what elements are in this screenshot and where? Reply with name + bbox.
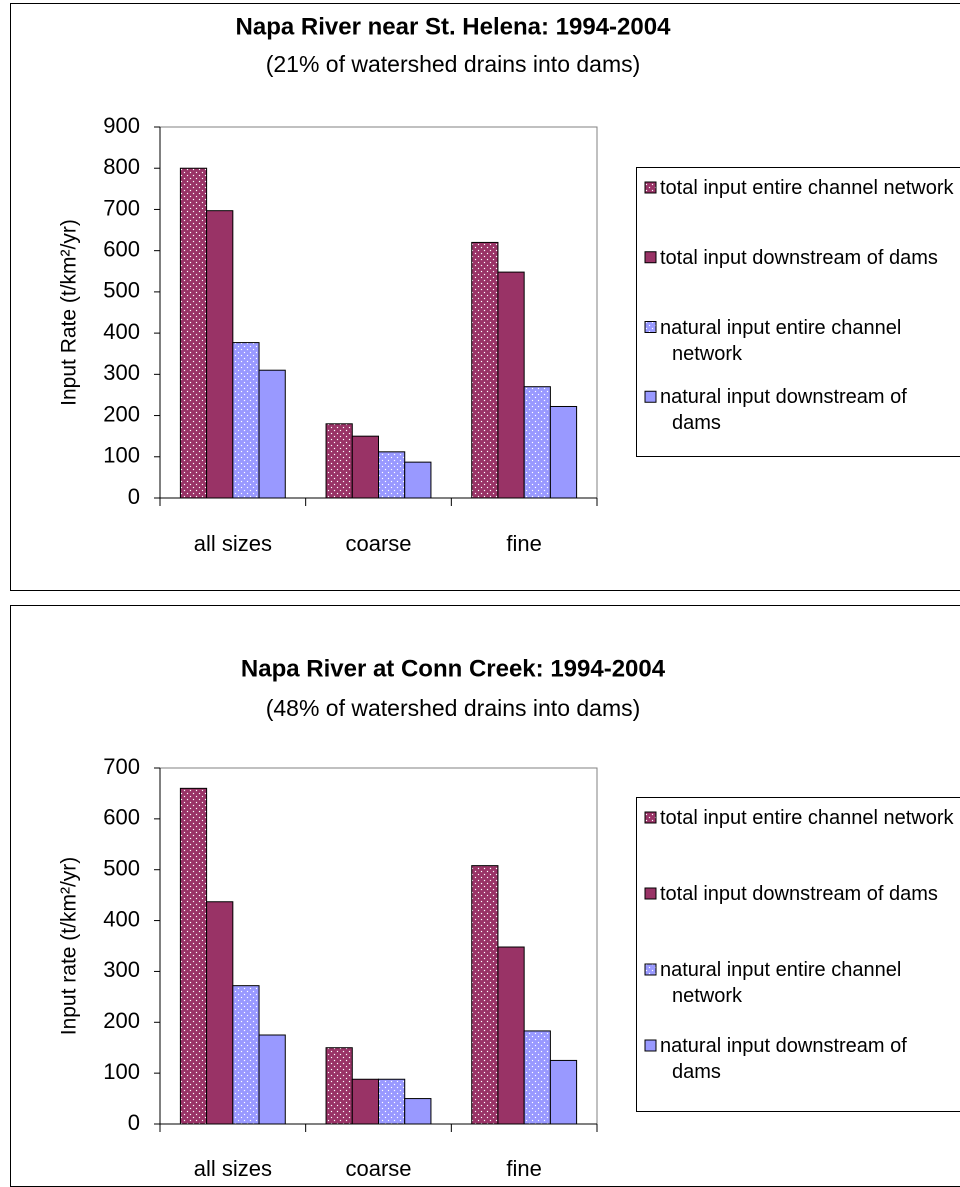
bar bbox=[523, 386, 551, 499]
y-tick-label: 400 bbox=[103, 319, 140, 344]
bar bbox=[206, 210, 234, 499]
legend-label: total input downstream of dams bbox=[660, 883, 938, 905]
legend-label: natural input entire channel network bbox=[660, 959, 902, 1007]
legend-entry: natural input entire channel network bbox=[660, 316, 902, 365]
legend-entry: natural input downstream of dams bbox=[660, 386, 907, 435]
legend-entry: natural input downstream of dams bbox=[660, 1035, 907, 1083]
y-tick-label: 300 bbox=[103, 957, 140, 982]
y-tick-label: 500 bbox=[103, 856, 140, 881]
bar bbox=[549, 1059, 578, 1125]
legend-label: total input downstream of dams bbox=[660, 246, 938, 269]
y-tick-label: 600 bbox=[103, 805, 140, 830]
chart-title: Napa River near St. Helena: 1994-2004 bbox=[236, 13, 672, 40]
bar bbox=[549, 405, 578, 499]
bar bbox=[497, 271, 525, 499]
bar bbox=[523, 1030, 551, 1125]
y-tick-label: 0 bbox=[128, 1110, 140, 1135]
y-tick-label: 100 bbox=[103, 1059, 140, 1084]
y-tick-label: 0 bbox=[128, 484, 140, 509]
bar bbox=[404, 461, 432, 499]
chart-subtitle: (21% of watershed drains into dams) bbox=[266, 51, 641, 77]
y-tick-label: 900 bbox=[103, 113, 140, 138]
legend-swatch bbox=[644, 390, 657, 403]
bar bbox=[497, 946, 525, 1125]
legend-swatch bbox=[644, 251, 657, 264]
x-tick-label: coarse bbox=[345, 1156, 411, 1181]
bar bbox=[258, 369, 286, 499]
x-tick-label: coarse bbox=[345, 531, 411, 556]
y-tick-label: 300 bbox=[103, 360, 140, 385]
bar bbox=[325, 1047, 353, 1125]
bar bbox=[378, 1078, 406, 1125]
legend-swatch bbox=[644, 963, 657, 976]
y-tick-label: 400 bbox=[103, 906, 140, 931]
y-tick-label: 200 bbox=[103, 1008, 140, 1033]
bar bbox=[378, 451, 406, 499]
y-tick-label: 800 bbox=[103, 154, 140, 179]
legend-swatch bbox=[644, 1039, 657, 1052]
bar bbox=[404, 1098, 432, 1125]
legend-label: total input entire channel network bbox=[660, 177, 954, 199]
legend-swatch bbox=[644, 321, 657, 333]
legend-entry: total input entire channel network bbox=[660, 807, 954, 829]
y-tick-label: 700 bbox=[103, 195, 140, 220]
legend-box bbox=[636, 167, 960, 457]
x-tick-label: fine bbox=[506, 531, 541, 556]
chart-subtitle: (48% of watershed drains into dams) bbox=[266, 695, 641, 721]
bar bbox=[258, 1034, 286, 1125]
y-tick-label: 500 bbox=[103, 278, 140, 303]
legend-label: natural input downstream of dams bbox=[660, 1035, 907, 1083]
bar bbox=[179, 787, 208, 1125]
legend-entry: natural input entire channel network bbox=[660, 959, 902, 1007]
y-tick-label: 100 bbox=[103, 443, 140, 468]
bar bbox=[351, 435, 379, 499]
bar bbox=[325, 423, 353, 499]
bar bbox=[351, 1078, 379, 1125]
y-axis-label: Input Rate (t/km²/yr) bbox=[58, 219, 81, 406]
legend-box bbox=[636, 797, 960, 1112]
y-tick-label: 700 bbox=[103, 754, 140, 779]
x-tick-label: fine bbox=[506, 1156, 541, 1181]
legend-swatch bbox=[644, 887, 657, 900]
x-tick-label: all sizes bbox=[194, 531, 272, 556]
chart-title: Napa River at Conn Creek: 1994-2004 bbox=[241, 655, 666, 682]
legend-swatch bbox=[644, 811, 657, 824]
bar bbox=[232, 342, 260, 499]
x-tick-label: all sizes bbox=[194, 1156, 272, 1181]
y-tick-label: 200 bbox=[103, 401, 140, 426]
legend-label: natural input downstream of dams bbox=[660, 386, 907, 435]
y-tick-label: 600 bbox=[103, 236, 140, 261]
legend-label: natural input entire channel network bbox=[660, 316, 902, 365]
bar bbox=[232, 985, 260, 1125]
y-axis-label: Input rate (t/km²/yr) bbox=[58, 857, 81, 1036]
bar bbox=[179, 167, 208, 499]
legend-entry: total input entire channel network bbox=[660, 177, 954, 199]
bar bbox=[206, 901, 234, 1125]
legend-entry: total input downstream of dams bbox=[660, 883, 938, 905]
bar bbox=[471, 241, 499, 499]
legend-entry: total input downstream of dams bbox=[660, 246, 938, 269]
legend-label: total input entire channel network bbox=[660, 807, 954, 829]
bar bbox=[471, 865, 499, 1125]
legend-swatch bbox=[644, 181, 657, 194]
